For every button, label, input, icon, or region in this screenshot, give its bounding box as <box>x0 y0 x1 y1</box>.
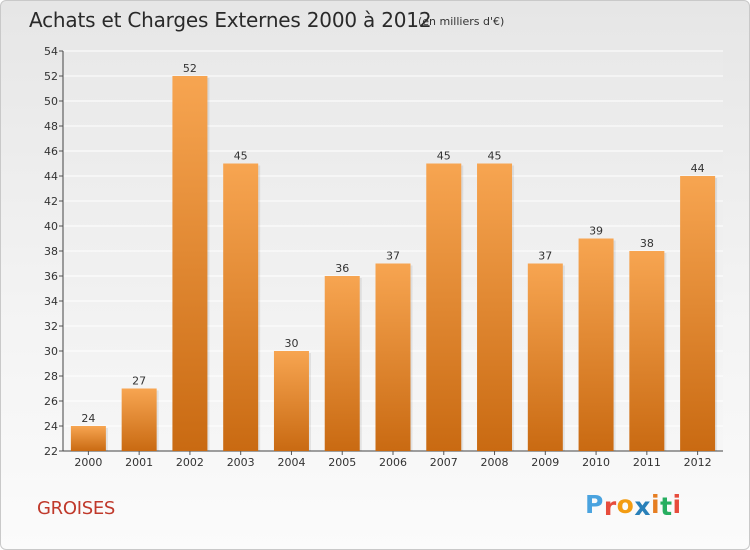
y-tick-label: 46 <box>44 145 58 158</box>
y-tick-label: 28 <box>44 370 58 383</box>
x-tick-label: 2009 <box>531 456 559 469</box>
y-tick-label: 30 <box>44 345 58 358</box>
data-label: 24 <box>81 412 95 425</box>
x-tick-label: 2002 <box>176 456 204 469</box>
bar <box>121 388 157 451</box>
y-tick-label: 38 <box>44 245 58 258</box>
bar <box>273 351 309 451</box>
bar <box>426 163 462 451</box>
data-label: 38 <box>640 237 654 250</box>
logo-letter: i <box>651 490 661 519</box>
data-label: 37 <box>538 250 552 263</box>
y-tick-label: 22 <box>44 445 58 458</box>
logo-letter: i <box>672 490 682 519</box>
y-tick-label: 36 <box>44 270 58 283</box>
data-label: 52 <box>183 62 197 75</box>
x-tick-label: 2010 <box>582 456 610 469</box>
x-tick-label: 2003 <box>227 456 255 469</box>
data-label: 27 <box>132 375 146 388</box>
x-tick-label: 2006 <box>379 456 407 469</box>
bar <box>629 251 665 451</box>
x-tick-label: 2007 <box>430 456 458 469</box>
y-tick-label: 44 <box>44 170 58 183</box>
data-label: 45 <box>234 150 248 163</box>
y-tick-label: 50 <box>44 95 58 108</box>
x-tick-label: 2012 <box>684 456 712 469</box>
logo-letter: x <box>634 492 651 521</box>
x-tick-label: 2005 <box>328 456 356 469</box>
data-label: 39 <box>589 225 603 238</box>
chart-title: Achats et Charges Externes 2000 à 2012 <box>29 8 432 32</box>
y-tick-label: 34 <box>44 295 58 308</box>
place-name: GROISES <box>37 498 116 519</box>
bar <box>527 263 563 451</box>
y-tick-label: 32 <box>44 320 58 333</box>
x-tick-label: 2008 <box>481 456 509 469</box>
logo-letter: o <box>616 490 635 519</box>
bar <box>680 176 716 451</box>
y-tick-label: 40 <box>44 220 58 233</box>
bar <box>477 163 513 451</box>
bar <box>578 238 614 451</box>
y-tick-label: 52 <box>44 70 58 83</box>
logo-letter: r <box>603 492 617 521</box>
y-tick-label: 48 <box>44 120 58 133</box>
y-tick-label: 54 <box>44 45 58 58</box>
data-label: 45 <box>488 150 502 163</box>
bar <box>375 263 411 451</box>
x-tick-label: 2001 <box>125 456 153 469</box>
x-tick-label: 2011 <box>633 456 661 469</box>
logo-letter: P <box>585 490 604 519</box>
chart-subtitle: (en milliers d'€) <box>418 15 505 28</box>
data-label: 45 <box>437 150 451 163</box>
y-tick-label: 26 <box>44 395 58 408</box>
data-label: 36 <box>335 262 349 275</box>
x-tick-label: 2004 <box>277 456 305 469</box>
y-tick-label: 24 <box>44 420 58 433</box>
bar <box>172 76 208 451</box>
bar <box>70 426 106 451</box>
data-label: 37 <box>386 250 400 263</box>
y-tick-label: 42 <box>44 195 58 208</box>
x-tick-label: 2000 <box>74 456 102 469</box>
bar <box>324 276 360 451</box>
bar <box>223 163 259 451</box>
data-label: 44 <box>691 162 705 175</box>
proxiti-logo: Proxiti <box>585 490 682 521</box>
data-label: 30 <box>284 337 298 350</box>
logo-letter: t <box>660 492 673 521</box>
